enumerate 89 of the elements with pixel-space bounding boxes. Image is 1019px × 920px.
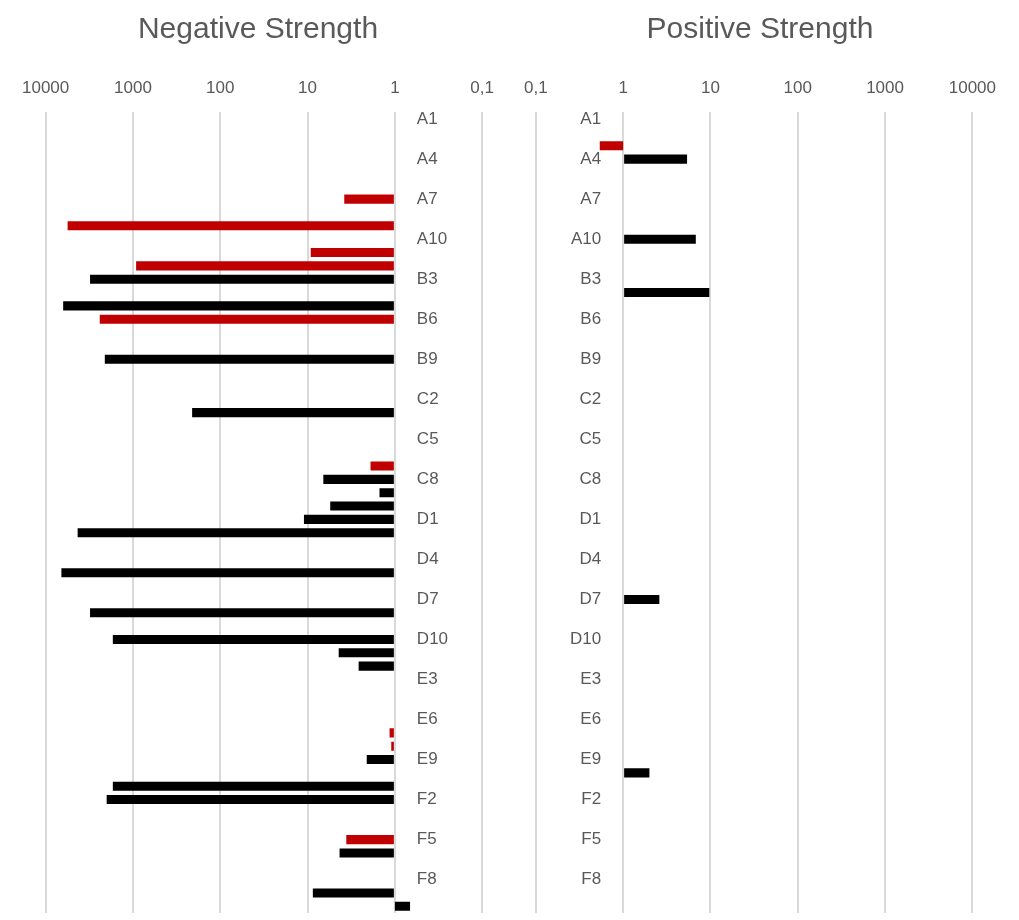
y-tick-label: A4 — [580, 148, 602, 168]
bar — [338, 648, 394, 658]
x-tick-label: 100 — [783, 77, 812, 97]
chart-title: Positive Strength — [646, 11, 874, 45]
x-tick-label: 0,1 — [524, 77, 548, 97]
bar — [624, 594, 660, 604]
x-tick-label: 10 — [298, 77, 318, 97]
y-tick-label: D10 — [569, 629, 602, 649]
bar — [379, 488, 394, 498]
y-tick-label: A7 — [580, 188, 602, 208]
y-tick-label: D4 — [579, 549, 602, 569]
y-tick-label: E9 — [416, 749, 438, 769]
bar — [624, 288, 710, 298]
y-tick-label: A7 — [416, 188, 438, 208]
y-tick-label: E9 — [580, 749, 602, 769]
x-tick-label: 10000 — [948, 77, 996, 97]
bar — [106, 795, 394, 805]
bar — [394, 901, 411, 911]
bar — [339, 848, 394, 858]
y-tick-label: F8 — [416, 869, 437, 889]
bar — [344, 194, 394, 204]
bar — [104, 354, 394, 364]
y-tick-label: B6 — [416, 308, 438, 328]
bar — [310, 247, 394, 258]
bar — [99, 314, 394, 324]
x-tick-label: 1 — [390, 77, 400, 97]
y-tick-label: E3 — [416, 669, 438, 689]
x-tick-label: 0,1 — [470, 77, 494, 97]
y-tick-label: F5 — [581, 829, 602, 849]
y-tick-label: C8 — [579, 469, 602, 489]
bar — [90, 274, 394, 284]
y-tick-label: C2 — [416, 388, 439, 408]
y-tick-label: F5 — [416, 829, 437, 849]
bar — [112, 634, 394, 644]
bar — [346, 835, 394, 845]
y-tick-label: A1 — [580, 108, 602, 128]
bar — [391, 741, 394, 751]
bar — [77, 528, 394, 538]
bar — [112, 781, 394, 791]
bar — [624, 768, 650, 778]
bar — [624, 234, 696, 244]
bar — [358, 661, 394, 671]
x-tick-label: 10 — [700, 77, 720, 97]
y-tick-label: B3 — [580, 268, 602, 288]
x-tick-label: 1 — [618, 77, 628, 97]
y-tick-label: D4 — [416, 549, 439, 569]
y-tick-label: A1 — [416, 108, 438, 128]
y-tick-label: A10 — [416, 228, 448, 248]
bar — [624, 154, 688, 164]
y-tick-label: C2 — [579, 388, 602, 408]
bar — [599, 141, 624, 151]
x-tick-label: 1000 — [866, 77, 904, 97]
bar — [61, 568, 394, 578]
y-tick-label: B3 — [416, 268, 438, 288]
chart-title: Negative Strength — [137, 11, 379, 45]
y-tick-label: D1 — [416, 509, 439, 529]
bar — [192, 408, 394, 418]
y-tick-label: E6 — [580, 709, 602, 729]
y-tick-label: A4 — [416, 148, 438, 168]
y-tick-label: D7 — [579, 589, 602, 609]
x-tick-label: 100 — [206, 77, 235, 97]
bar — [370, 461, 394, 471]
bar — [67, 221, 394, 231]
bar — [366, 755, 394, 765]
y-tick-label: C5 — [579, 429, 602, 448]
y-tick-label: B6 — [580, 308, 602, 328]
bar — [303, 514, 394, 524]
bar — [136, 261, 394, 271]
bar — [389, 728, 394, 738]
y-tick-label: E6 — [416, 709, 438, 729]
y-tick-label: A10 — [570, 228, 602, 248]
bar — [330, 501, 394, 511]
y-tick-label: F2 — [416, 789, 437, 809]
y-tick-label: F8 — [581, 869, 602, 889]
y-tick-label: C5 — [416, 429, 439, 448]
y-tick-label: B9 — [416, 348, 438, 368]
y-tick-label: B9 — [580, 348, 602, 368]
bar — [312, 888, 394, 898]
y-tick-label: D7 — [416, 589, 439, 609]
y-tick-label: F2 — [581, 789, 602, 809]
y-tick-label: E3 — [580, 669, 602, 689]
y-tick-label: D10 — [416, 629, 449, 649]
bar — [323, 474, 394, 484]
bar — [90, 608, 394, 618]
x-tick-label: 10000 — [22, 77, 70, 97]
y-tick-label: C8 — [416, 469, 439, 489]
y-tick-label: D1 — [579, 509, 602, 529]
bar — [63, 301, 394, 311]
x-tick-label: 1000 — [114, 77, 152, 97]
